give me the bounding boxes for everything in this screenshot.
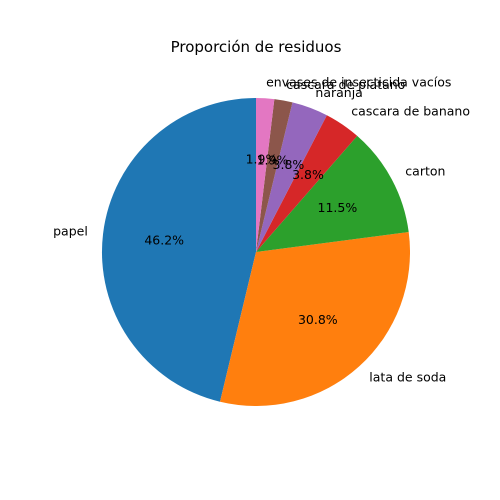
pie-slice-4 xyxy=(256,102,327,252)
pie-slices xyxy=(101,98,411,407)
slice-label-4: naranja xyxy=(315,85,362,100)
slice-label-1: lata de soda xyxy=(369,369,446,384)
slice-labels: papel lata de soda carton cascara de banano… xyxy=(53,74,470,384)
slice-label-2: carton xyxy=(405,164,445,179)
pie-slice-5 xyxy=(256,99,293,252)
chart-title: Proporción de residuos xyxy=(171,38,342,56)
percent-labels: 46.2%30.8%11.5%3.8%3.8%1.9%1.9% xyxy=(144,151,357,327)
percent-label-5: 1.9% xyxy=(257,153,289,168)
pie-slice-3 xyxy=(256,115,358,252)
pie-slice-2 xyxy=(256,135,409,252)
percent-label-6: 1.9% xyxy=(246,151,278,166)
percent-label-3: 3.8% xyxy=(292,167,324,182)
percent-label-0: 46.2% xyxy=(144,233,184,248)
pie-slice-1 xyxy=(220,231,411,407)
percent-label-2: 11.5% xyxy=(318,200,358,215)
slice-label-5: cascara de platano xyxy=(286,77,405,92)
slice-label-6: envases de insecticida vacíos xyxy=(266,74,451,89)
pie-slice-0 xyxy=(101,98,256,402)
pie-slice-6 xyxy=(256,98,275,252)
percent-label-4: 3.8% xyxy=(273,157,305,172)
slice-label-3: cascara de banano xyxy=(351,103,470,118)
percent-label-1: 30.8% xyxy=(298,312,338,327)
slice-label-0: papel xyxy=(53,224,88,239)
